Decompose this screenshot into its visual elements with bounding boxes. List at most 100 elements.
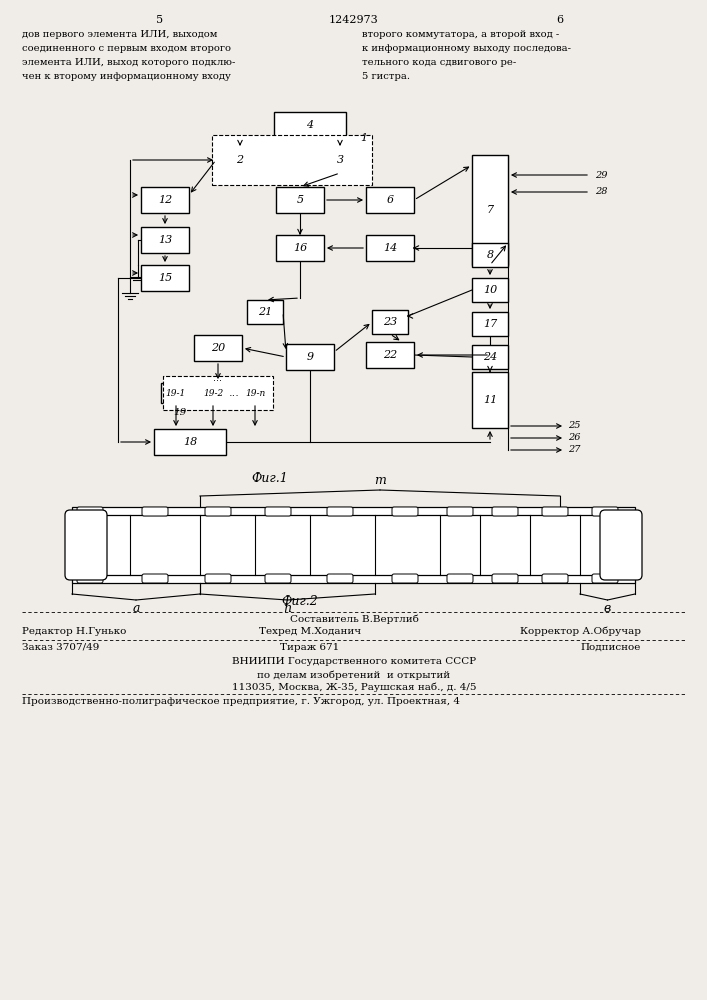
FancyBboxPatch shape: [447, 507, 473, 516]
Text: 15: 15: [158, 273, 172, 283]
Text: 113035, Москва, Ж-35, Раушская наб., д. 4/5: 113035, Москва, Ж-35, Раушская наб., д. …: [232, 683, 477, 692]
FancyBboxPatch shape: [327, 574, 353, 583]
Bar: [141, 227, 189, 253]
Text: к информационному выходу последова-: к информационному выходу последова-: [362, 44, 571, 53]
Bar: [216, 147, 264, 173]
Bar: [366, 342, 414, 368]
Text: соединенного с первым входом второго: соединенного с первым входом второго: [22, 44, 231, 53]
Bar: [247, 300, 283, 324]
FancyBboxPatch shape: [77, 507, 103, 516]
Bar: [276, 235, 324, 261]
Bar: [163, 376, 273, 410]
Text: 14: 14: [383, 243, 397, 253]
Text: 12: 12: [158, 195, 172, 205]
Text: в: в: [604, 602, 611, 615]
Text: Фиг.2: Фиг.2: [281, 595, 318, 608]
FancyBboxPatch shape: [447, 574, 473, 583]
Text: Техред М.Ходанич: Техред М.Ходанич: [259, 627, 361, 636]
FancyBboxPatch shape: [205, 574, 231, 583]
FancyBboxPatch shape: [205, 507, 231, 516]
Bar: [240, 383, 270, 403]
Bar: [198, 383, 228, 403]
FancyBboxPatch shape: [592, 507, 618, 516]
Bar: [472, 345, 508, 369]
Text: Составитель В.Вертлиб: Составитель В.Вертлиб: [290, 614, 419, 624]
Text: 1242973: 1242973: [329, 15, 379, 25]
Text: 19-1: 19-1: [166, 388, 186, 397]
FancyBboxPatch shape: [142, 574, 168, 583]
Text: 19: 19: [173, 408, 187, 417]
Bar: [141, 265, 189, 291]
Text: ...: ...: [214, 373, 223, 383]
Text: 29: 29: [595, 170, 607, 180]
FancyBboxPatch shape: [65, 510, 107, 580]
Text: a: a: [132, 602, 140, 615]
Text: 17: 17: [483, 319, 497, 329]
Bar: [154, 429, 226, 455]
Text: ...: ...: [228, 388, 240, 398]
Text: п: п: [284, 602, 291, 615]
FancyBboxPatch shape: [592, 574, 618, 583]
Bar: [276, 187, 324, 213]
FancyBboxPatch shape: [265, 507, 291, 516]
Text: Заказ 3707/49: Заказ 3707/49: [22, 643, 100, 652]
Text: 20: 20: [211, 343, 225, 353]
Bar: [141, 187, 189, 213]
Text: 16: 16: [293, 243, 307, 253]
Text: чен к второму информационному входу: чен к второму информационному входу: [22, 72, 231, 81]
Text: 24: 24: [483, 352, 497, 362]
Bar: [472, 155, 508, 265]
Bar: [194, 335, 242, 361]
Bar: [472, 312, 508, 336]
FancyBboxPatch shape: [600, 510, 642, 580]
Text: 19-n: 19-n: [245, 388, 265, 397]
FancyBboxPatch shape: [142, 507, 168, 516]
FancyBboxPatch shape: [542, 574, 568, 583]
Text: 5: 5: [296, 195, 303, 205]
Text: 26: 26: [568, 434, 580, 442]
Text: 1: 1: [361, 133, 368, 143]
Bar: [472, 243, 508, 267]
Text: Фиг.1: Фиг.1: [252, 472, 288, 485]
Text: 6: 6: [387, 195, 394, 205]
Text: Тираж 671: Тираж 671: [281, 643, 339, 652]
Text: 25: 25: [568, 422, 580, 430]
Bar: [72, 507, 635, 583]
Text: 6: 6: [556, 15, 563, 25]
Text: Корректор А.Обручар: Корректор А.Обручар: [520, 627, 641, 637]
Bar: [274, 112, 346, 138]
Text: второго коммутатора, а второй вход -: второго коммутатора, а второй вход -: [362, 30, 559, 39]
Text: Редактор Н.Гунько: Редактор Н.Гунько: [22, 627, 127, 636]
Text: 18: 18: [183, 437, 197, 447]
FancyBboxPatch shape: [542, 507, 568, 516]
Text: 13: 13: [158, 235, 172, 245]
Bar: [372, 310, 408, 334]
Text: Производственно-полиграфическое предприятие, г. Ужгород, ул. Проектная, 4: Производственно-полиграфическое предприя…: [22, 697, 460, 706]
Text: 2: 2: [236, 155, 244, 165]
Bar: [472, 278, 508, 302]
Text: 4: 4: [306, 120, 314, 130]
Text: 22: 22: [383, 350, 397, 360]
Text: 19-2: 19-2: [203, 388, 223, 397]
Bar: [316, 147, 364, 173]
Text: элемента ИЛИ, выход которого подклю-: элемента ИЛИ, выход которого подклю-: [22, 58, 235, 67]
Text: 10: 10: [483, 285, 497, 295]
Text: дов первого элемента ИЛИ, выходом: дов первого элемента ИЛИ, выходом: [22, 30, 217, 39]
Text: 9: 9: [306, 352, 314, 362]
Text: т: т: [374, 474, 386, 487]
Text: 3: 3: [337, 155, 344, 165]
Text: 5: 5: [156, 15, 163, 25]
Bar: [366, 235, 414, 261]
FancyBboxPatch shape: [77, 574, 103, 583]
FancyBboxPatch shape: [392, 507, 418, 516]
FancyBboxPatch shape: [327, 507, 353, 516]
FancyBboxPatch shape: [392, 574, 418, 583]
Text: 8: 8: [486, 250, 493, 260]
Text: 23: 23: [383, 317, 397, 327]
Text: 21: 21: [258, 307, 272, 317]
FancyBboxPatch shape: [492, 507, 518, 516]
Bar: [286, 344, 334, 370]
Text: тельного кода сдвигового ре-: тельного кода сдвигового ре-: [362, 58, 516, 67]
Text: Подписное: Подписное: [580, 643, 641, 652]
Bar: [161, 383, 191, 403]
